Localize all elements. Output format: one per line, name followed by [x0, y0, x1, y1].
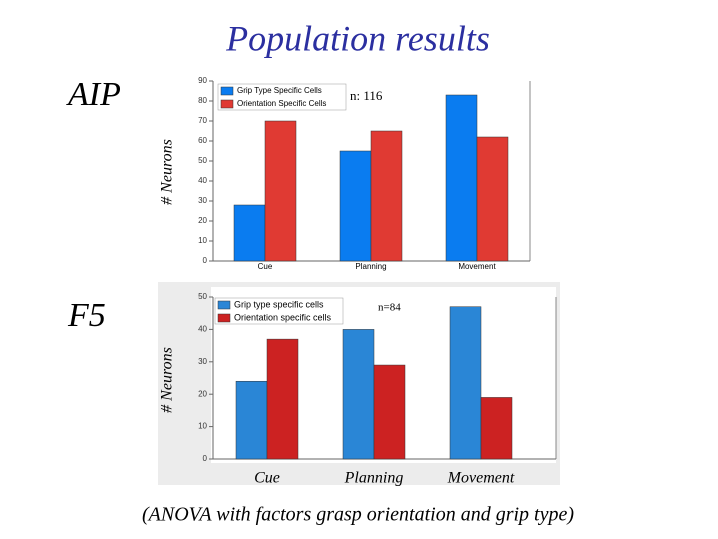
legend-swatch — [220, 99, 234, 109]
y-tick-label: 30 — [198, 357, 207, 366]
bar — [264, 120, 297, 262]
y-tick-label: 20 — [198, 389, 207, 398]
y-tick-label: 70 — [198, 116, 207, 125]
annotation: n: 116 — [350, 88, 383, 103]
legend-label: Orientation specific cells — [234, 312, 332, 322]
panel-title: AIP — [66, 76, 121, 113]
bar — [235, 380, 268, 460]
x-tick-label: Planning — [355, 262, 386, 271]
y-tick-label: 30 — [198, 196, 207, 205]
y-tick-label: 90 — [198, 76, 207, 85]
legend-label: Grip Type Specific Cells — [237, 86, 322, 95]
y-tick-label: 10 — [198, 422, 207, 431]
bar — [342, 329, 375, 460]
legend-label: Orientation Specific Cells — [237, 99, 326, 108]
y-tick-label: 50 — [198, 156, 207, 165]
legend-swatch — [220, 86, 234, 96]
x-tick-label: Movement — [458, 262, 496, 271]
bar — [373, 364, 406, 460]
y-tick-label: 0 — [203, 256, 208, 265]
bar — [339, 150, 372, 262]
y-tick-label: 40 — [198, 325, 207, 334]
slide-title: Population results — [225, 18, 490, 58]
y-tick-label: 10 — [198, 236, 207, 245]
y-axis-label: # Neurons — [159, 139, 176, 205]
bar — [480, 397, 513, 460]
x-tick-label: Cue — [254, 470, 280, 487]
y-tick-label: 50 — [198, 292, 207, 301]
bar — [449, 306, 482, 460]
x-tick-label: Planning — [344, 470, 404, 487]
x-tick-label: Cue — [258, 262, 273, 271]
y-tick-label: 0 — [203, 454, 208, 463]
panel-title: F5 — [67, 297, 106, 334]
y-tick-label: 20 — [198, 216, 207, 225]
legend-label: Grip type specific cells — [234, 299, 324, 309]
footnote: (ANOVA with factors grasp orientation an… — [142, 504, 574, 526]
legend-swatch — [217, 313, 231, 323]
legend-swatch — [217, 300, 231, 310]
y-tick-label: 60 — [198, 136, 207, 145]
bar — [445, 94, 478, 262]
y-tick-label: 40 — [198, 176, 207, 185]
legend-box — [214, 297, 344, 325]
bar — [266, 338, 299, 460]
y-tick-label: 80 — [198, 96, 207, 105]
legend-box — [217, 83, 347, 111]
y-axis-label: # Neurons — [159, 347, 176, 413]
x-tick-label: Movement — [447, 470, 515, 487]
bar — [370, 130, 403, 262]
bar — [233, 204, 266, 262]
annotation: n=84 — [378, 302, 401, 314]
bar — [476, 136, 509, 262]
